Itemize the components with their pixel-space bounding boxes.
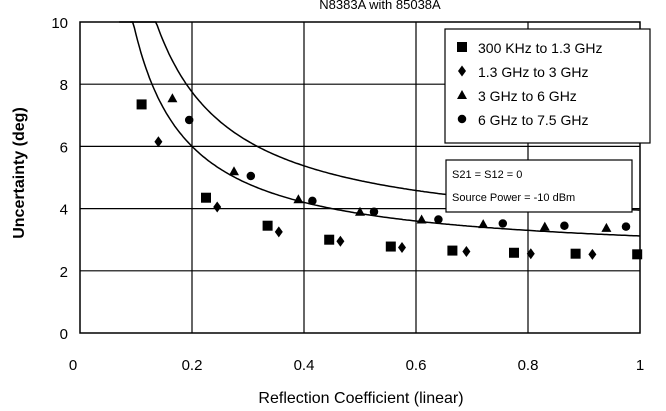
x-tick-label: 0.2	[182, 357, 203, 374]
data-point-circle	[498, 219, 508, 228]
conditions-line-2: Source Power = -10 dBm	[452, 192, 575, 204]
y-tick-label: 4	[60, 202, 68, 219]
data-point-square	[509, 247, 519, 258]
data-point-diamond	[462, 246, 471, 258]
y-tick-label: 8	[60, 77, 68, 94]
chart-title: N8383A with 85038A	[319, 0, 441, 12]
x-tick-label: 0.6	[406, 357, 427, 374]
legend-label: 3 GHz to 6 GHz	[478, 88, 577, 104]
legend: 300 KHz to 1.3 GHz 1.3 GHz to 3 GHz 3 GHz …	[444, 28, 651, 144]
data-point-square	[447, 245, 458, 256]
legend-label: 300 KHz to 1.3 GHz	[478, 40, 603, 56]
data-point-circle	[434, 215, 443, 224]
data-point-square	[136, 99, 147, 110]
data-point-square	[385, 241, 396, 252]
data-point-circle	[621, 222, 631, 231]
data-point-square	[632, 249, 643, 260]
x-tick-label: 0	[69, 357, 77, 374]
x-tick-label: 0.4	[294, 357, 315, 374]
legend-marker-diamond	[458, 65, 466, 77]
data-markers	[136, 93, 643, 260]
x-tick-label: 1	[636, 357, 644, 374]
data-point-square	[324, 234, 335, 245]
data-point-triangle	[478, 219, 489, 229]
legend-box	[444, 28, 651, 144]
x-tick-label: 0.8	[518, 357, 539, 374]
y-tick-labels: 0 2 4 6 8 10	[51, 15, 68, 343]
data-point-triangle	[229, 166, 239, 176]
data-point-triangle	[355, 206, 365, 216]
data-point-triangle	[539, 221, 550, 231]
data-point-triangle	[601, 222, 612, 232]
data-point-diamond	[398, 241, 406, 253]
data-point-circle	[369, 207, 379, 216]
data-point-circle	[560, 221, 569, 230]
conditions-line-1: S21 = S12 = 0	[452, 169, 522, 181]
data-point-diamond	[336, 235, 345, 247]
fit-curve	[119, 21, 641, 237]
conditions-note: S21 = S12 = 0 Source Power = -10 dBm	[445, 159, 633, 213]
data-point-square	[201, 192, 211, 203]
y-tick-label: 10	[51, 15, 68, 32]
data-point-diamond	[526, 248, 535, 260]
plot-frame	[79, 21, 641, 334]
y-tick-label: 2	[60, 264, 68, 281]
data-point-circle	[184, 115, 194, 125]
y-tick-label: 6	[60, 139, 68, 156]
y-axis-label: Uncertainty (deg)	[11, 107, 28, 239]
legend-marker-triangle	[457, 90, 467, 99]
data-point-diamond	[274, 226, 283, 238]
data-point-diamond	[588, 248, 597, 260]
data-point-circle	[246, 171, 256, 181]
legend-label: 6 GHz to 7.5 GHz	[478, 112, 588, 128]
conditions-box	[445, 159, 633, 213]
y-tick-label: 0	[60, 326, 68, 343]
x-tick-labels: 0 0.2 0.4 0.6 0.8 1	[69, 357, 644, 374]
data-point-square	[262, 220, 273, 231]
legend-marker-square	[457, 42, 467, 52]
x-axis-label: Reflection Coefficient (linear)	[258, 390, 463, 407]
data-point-triangle	[167, 93, 178, 103]
data-point-diamond	[213, 201, 222, 213]
data-point-triangle	[293, 194, 304, 204]
data-point-diamond	[154, 136, 163, 148]
legend-marker-circle	[457, 114, 467, 124]
data-point-circle	[308, 196, 317, 206]
legend-label: 1.3 GHz to 3 GHz	[478, 64, 588, 80]
data-point-triangle	[416, 214, 427, 224]
data-point-square	[570, 248, 581, 259]
